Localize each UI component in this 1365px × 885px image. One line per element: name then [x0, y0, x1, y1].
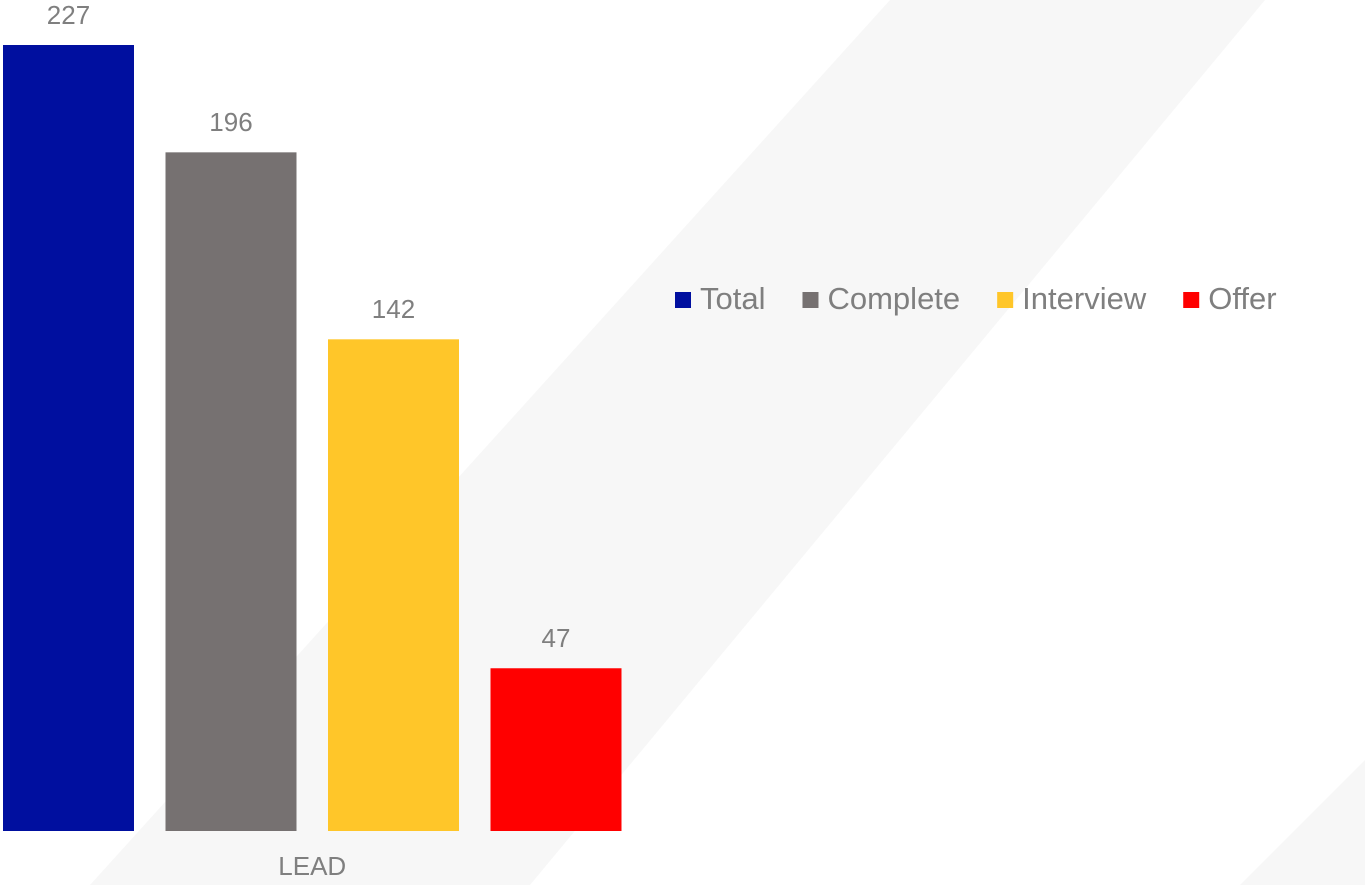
- bar: [165, 152, 297, 831]
- bar: [328, 339, 459, 831]
- background-stripe: [1240, 760, 1365, 885]
- data-label: 227: [47, 0, 90, 30]
- legend-label: Total: [700, 281, 765, 316]
- legend-label: Offer: [1208, 281, 1276, 316]
- legend-label: Interview: [1022, 281, 1147, 316]
- bar: [490, 668, 622, 831]
- legend-swatch: [802, 292, 819, 308]
- legend-swatch: [675, 292, 691, 308]
- data-label: 142: [372, 294, 415, 324]
- x-tick-label: LEAD: [278, 851, 346, 881]
- legend-swatch: [997, 292, 1014, 308]
- bar: [3, 45, 134, 831]
- legend-swatch: [1183, 292, 1200, 308]
- data-label: 196: [209, 107, 252, 137]
- data-label: 47: [542, 623, 571, 653]
- legend-label: Complete: [827, 281, 960, 316]
